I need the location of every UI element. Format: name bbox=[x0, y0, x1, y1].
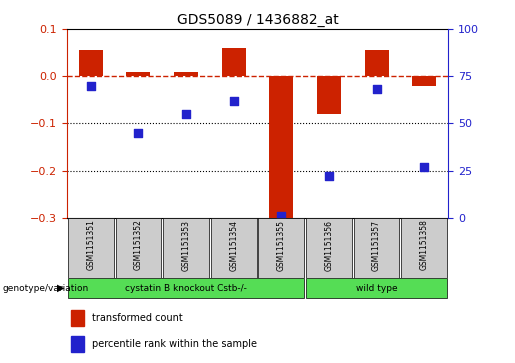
Point bbox=[372, 86, 381, 92]
Bar bbox=[163, 218, 209, 278]
Text: GSM1151356: GSM1151356 bbox=[324, 220, 333, 270]
Point bbox=[325, 174, 333, 179]
Text: GSM1151355: GSM1151355 bbox=[277, 220, 286, 270]
Bar bbox=[354, 218, 400, 278]
Text: wild type: wild type bbox=[356, 284, 398, 293]
Text: transformed count: transformed count bbox=[92, 313, 182, 323]
Bar bbox=[365, 50, 388, 76]
Bar bbox=[222, 48, 246, 76]
Bar bbox=[71, 336, 84, 352]
Bar bbox=[71, 310, 84, 326]
Bar bbox=[317, 76, 341, 114]
Bar bbox=[306, 278, 447, 298]
Bar bbox=[401, 218, 447, 278]
Bar bbox=[413, 76, 436, 86]
Bar bbox=[174, 72, 198, 76]
Point bbox=[277, 213, 285, 219]
Text: percentile rank within the sample: percentile rank within the sample bbox=[92, 339, 256, 349]
Text: GSM1151351: GSM1151351 bbox=[87, 220, 95, 270]
Point bbox=[182, 111, 190, 117]
Bar bbox=[306, 218, 352, 278]
Bar bbox=[211, 218, 256, 278]
Point bbox=[230, 98, 238, 104]
Point bbox=[134, 130, 143, 136]
Point bbox=[87, 83, 95, 89]
Bar bbox=[269, 76, 293, 218]
Bar bbox=[127, 72, 150, 76]
Text: GSM1151357: GSM1151357 bbox=[372, 220, 381, 270]
Bar bbox=[68, 218, 114, 278]
Text: GSM1151354: GSM1151354 bbox=[229, 220, 238, 270]
Text: GSM1151352: GSM1151352 bbox=[134, 220, 143, 270]
Bar bbox=[259, 218, 304, 278]
Bar bbox=[79, 50, 102, 76]
Bar bbox=[115, 218, 161, 278]
Point bbox=[420, 164, 428, 170]
Text: cystatin B knockout Cstb-/-: cystatin B knockout Cstb-/- bbox=[125, 284, 247, 293]
Text: GSM1151358: GSM1151358 bbox=[420, 220, 428, 270]
Text: GSM1151353: GSM1151353 bbox=[182, 220, 191, 270]
Title: GDS5089 / 1436882_at: GDS5089 / 1436882_at bbox=[177, 13, 338, 26]
Bar bbox=[68, 278, 304, 298]
Text: genotype/variation: genotype/variation bbox=[3, 284, 89, 293]
Text: ▶: ▶ bbox=[57, 283, 64, 293]
